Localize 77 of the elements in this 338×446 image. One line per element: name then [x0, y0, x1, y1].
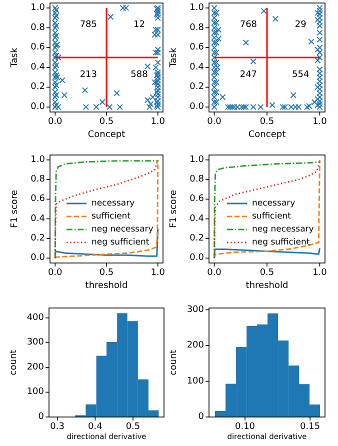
y-tick-label: 1.0: [190, 2, 204, 13]
y-tick-label: 0.6: [30, 194, 46, 204]
x-axis-title: threshold: [246, 281, 288, 291]
x-tick-label: 0.0: [48, 117, 63, 127]
x-tick-label: 0.0: [48, 268, 63, 278]
y-tick-label: 0.2: [30, 233, 45, 244]
y-tick-label: 400: [26, 312, 44, 323]
x-tick-label: 0.0: [207, 268, 222, 278]
annotation: 768: [240, 20, 258, 30]
x-tick-label: 1.0: [312, 117, 328, 127]
y-axis-title: Task: [10, 47, 20, 68]
legend-label: neg sufficient: [252, 238, 310, 248]
legend-label: neg necessary: [252, 224, 314, 234]
annotation: 12: [134, 20, 145, 30]
y-tick-label: 200: [186, 340, 204, 351]
y-tick-label: 0.0: [30, 102, 46, 112]
x-axis-title: Concept: [248, 130, 286, 140]
legend-label: neg sufficient: [92, 238, 150, 248]
y-tick-label: 0.0: [190, 102, 204, 112]
y-tick-label: 0.8: [30, 22, 46, 33]
x-tick-label: 1.0: [150, 117, 166, 127]
y-tick-label: 200: [26, 362, 44, 372]
legend-label: sufficient: [92, 212, 132, 222]
y-tick-label: 1.0: [30, 154, 46, 165]
y-tick-label: 0.6: [190, 42, 204, 53]
x-tick-label: 1.0: [312, 268, 328, 278]
x-tick-label: 0.15: [300, 422, 320, 432]
y-tick-label: 1.0: [190, 154, 204, 165]
x-tick-label: 0.5: [260, 268, 274, 278]
y-tick-label: 0.4: [30, 214, 46, 224]
y-tick-label: 0.8: [190, 22, 204, 33]
y-tick-label: 100: [186, 376, 204, 386]
y-tick-label: 0.8: [190, 174, 204, 185]
annotation: 554: [292, 70, 310, 80]
y-tick-label: 0.4: [30, 62, 46, 72]
y-tick-label: 0: [198, 412, 204, 422]
x-tick-label: 1.0: [150, 268, 166, 278]
y-axis-title: Task: [169, 47, 179, 68]
y-tick-label: 0.0: [30, 253, 46, 264]
legend-label: neg necessary: [92, 224, 154, 234]
legend-label: sufficient: [252, 212, 292, 222]
y-tick-label: 0: [38, 412, 44, 422]
y-tick-label: 0.0: [190, 253, 204, 264]
y-tick-label: 0.4: [190, 62, 204, 72]
x-axis-title: Concept: [88, 130, 126, 140]
legend-label: necessary: [252, 198, 296, 208]
y-tick-label: 1.0: [30, 2, 46, 13]
x-tick-label: 0.10: [235, 422, 256, 432]
y-tick-label: 0.8: [30, 174, 46, 185]
x-tick-label: 0.5: [260, 117, 274, 127]
y-tick-label: 100: [26, 387, 44, 398]
annotation: 247: [240, 70, 258, 80]
legend-label: necessary: [92, 198, 135, 208]
x-tick-label: 0.5: [99, 117, 114, 127]
y-tick-label: 0.6: [190, 194, 204, 204]
y-tick-label: 0.4: [190, 214, 204, 224]
y-tick-label: 0.2: [190, 233, 204, 244]
annotation: 588: [130, 70, 148, 80]
annotation: 29: [294, 20, 307, 30]
annotation: 785: [80, 20, 98, 30]
y-axis-title: count: [9, 349, 19, 376]
y-tick-label: 300: [186, 304, 204, 315]
x-tick-label: 0.5: [99, 268, 114, 278]
x-axis-title: threshold: [85, 281, 128, 291]
annotation: 213: [80, 70, 98, 80]
y-tick-label: 0.2: [30, 82, 45, 92]
x-tick-label: 0.5: [126, 422, 140, 432]
x-tick-label: 0.3: [50, 422, 64, 432]
y-tick-label: 0.6: [30, 42, 46, 53]
line-series: [54, 228, 159, 259]
y-tick-label: 0.2: [190, 82, 204, 92]
y-axis-title: F1 score: [169, 190, 179, 228]
y-tick-label: 300: [26, 338, 44, 348]
x-tick-label: 0.4: [88, 422, 103, 432]
y-axis-title: F1 score: [10, 190, 20, 228]
y-axis-title: count: [169, 349, 179, 376]
x-tick-label: 0.0: [207, 117, 222, 127]
